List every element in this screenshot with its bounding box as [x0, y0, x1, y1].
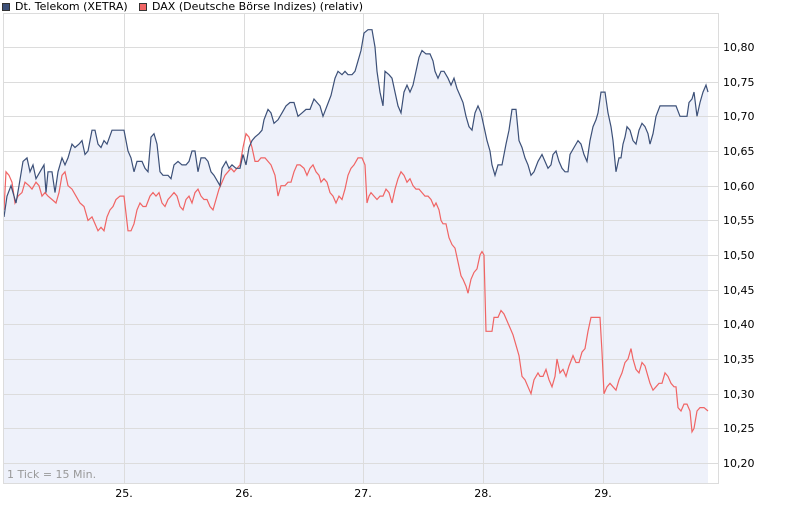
x-tick-label: 26.	[235, 487, 253, 500]
x-tick-label: 27.	[354, 487, 372, 500]
x-tick-label: 29.	[594, 487, 612, 500]
tick-interval-note: 1 Tick = 15 Min.	[7, 468, 96, 481]
y-tick-label: 10,45	[723, 284, 755, 297]
legend-item-telekom[interactable]: Dt. Telekom (XETRA)	[2, 0, 128, 13]
y-tick-label: 10,35	[723, 353, 755, 366]
y-tick-label: 10,65	[723, 145, 755, 158]
series-lines	[3, 29, 709, 434]
y-axis-labels: 10,80 10,75 10,70 10,65 10,60 10,55 10,50 10,45…	[723, 41, 755, 470]
legend-label: Dt. Telekom (XETRA)	[15, 0, 128, 13]
grid-lines	[3, 13, 718, 483]
y-tick-label: 10,40	[723, 318, 755, 331]
telekom-area-fill	[4, 29, 708, 483]
y-tick-label: 10,30	[723, 388, 755, 401]
y-tick-label: 10,75	[723, 76, 755, 89]
legend-label: DAX (Deutsche Börse Indizes) (relativ)	[152, 0, 364, 13]
y-tick-label: 10,60	[723, 180, 755, 193]
x-tick-label: 25.	[115, 487, 133, 500]
y-tick-label: 10,80	[723, 41, 755, 54]
legend-item-dax[interactable]: DAX (Deutsche Börse Indizes) (relativ)	[139, 0, 363, 13]
y-tick-label: 10,55	[723, 214, 755, 227]
y-tick-label: 10,50	[723, 249, 755, 262]
x-axis-labels: 25. 26. 27. 28. 29.	[115, 487, 612, 500]
y-tick-label: 10,25	[723, 422, 755, 435]
plot-frame	[3, 13, 719, 484]
legend-swatch-icon	[139, 2, 147, 11]
y-tick-label: 10,20	[723, 457, 755, 470]
x-tick-label: 28.	[474, 487, 492, 500]
y-tick-label: 10,70	[723, 110, 755, 123]
legend-swatch-icon	[2, 2, 10, 11]
